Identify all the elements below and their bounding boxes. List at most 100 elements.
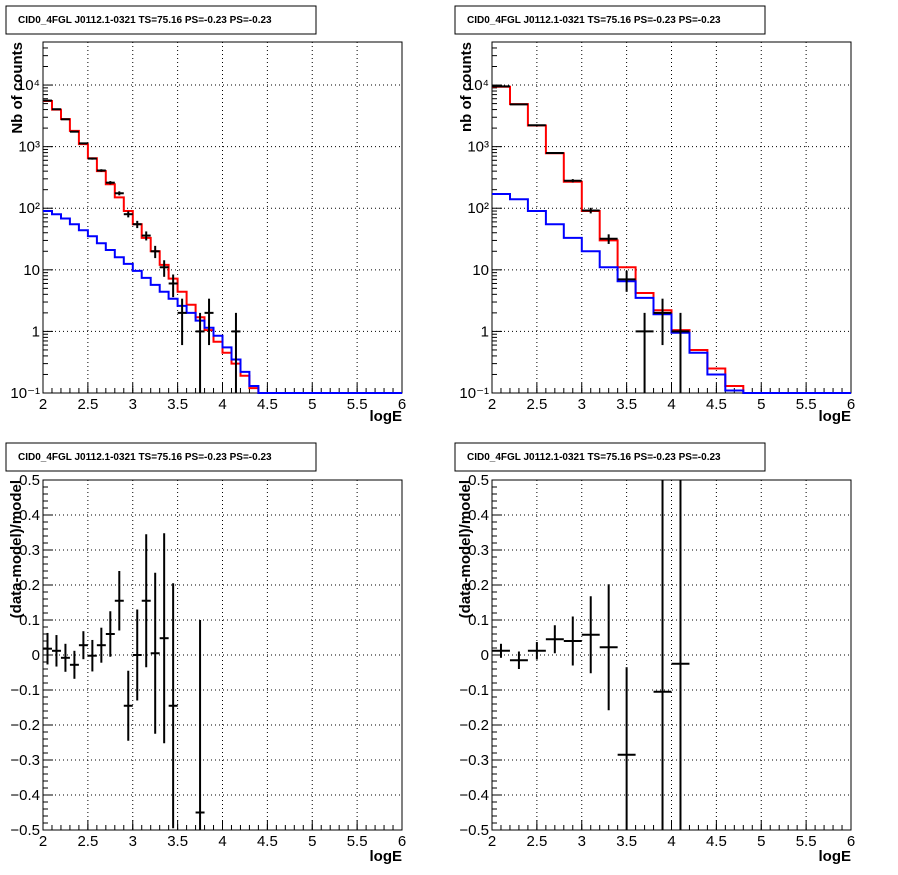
- x-tick-label: 3.5: [616, 833, 637, 850]
- x-tick-label: 3.5: [167, 396, 188, 413]
- x-tick-label: 5.5: [796, 396, 817, 413]
- panel-counts-fine: 2 2.5 3 3.5 4 4.5 5 5.5 6 10⁻¹ 1 10 10² 10³ 10⁴ logE N…: [5, 5, 406, 425]
- y-tick-label: 1: [481, 323, 489, 340]
- y-tick-label: 10³: [467, 139, 489, 156]
- chart-title-box: [454, 5, 766, 35]
- axis-ticks: [42, 479, 403, 831]
- chart-title-box: [5, 442, 317, 472]
- x-tick-label: 2: [39, 833, 47, 850]
- y-tick-label: 10²: [18, 200, 40, 217]
- y-tick-label: 0.5: [19, 472, 40, 489]
- x-tick-label: 2.5: [77, 833, 98, 850]
- tick-labels: 2 2.5 3 3.5 4 4.5 5 5.5 6 10⁻¹ 1 10 10² 10³ 10⁴: [459, 77, 855, 413]
- x-tick-label: 2: [39, 396, 47, 413]
- y-tick-label: 0: [32, 647, 40, 664]
- x-tick-label: 4: [667, 396, 675, 413]
- chart-title: CID0_4FGL J0112.1-0321 TS=75.16 PS=-0.23…: [18, 452, 272, 463]
- x-tick-label: 4.5: [257, 396, 278, 413]
- panel-counts-coarse: 2 2.5 3 3.5 4 4.5 5 5.5 6 10⁻¹ 1 10 10² 10³ 10⁴ logE n…: [454, 5, 855, 425]
- series-layer: [492, 85, 851, 394]
- y-tick-label: −0.2: [459, 717, 489, 734]
- y-tick-label: 0.1: [468, 612, 489, 629]
- x-tick-label: 6: [398, 396, 406, 413]
- chart-title-box: [454, 442, 766, 472]
- y-tick-label: −0.5: [459, 822, 489, 839]
- x-tick-label: 4: [218, 833, 226, 850]
- series-layer: [43, 99, 402, 394]
- x-tick-label: 6: [398, 833, 406, 850]
- y-tick-label: 0.3: [468, 542, 489, 559]
- x-tick-label: 5.5: [796, 833, 817, 850]
- x-tick-label: 4: [667, 833, 675, 850]
- tick-labels: 2 2.5 3 3.5 4 4.5 5 5.5 6 −0.5 −0.4 −0.3 −0.2 −0.1 0 0.…: [459, 472, 855, 850]
- y-tick-label: 10⁴: [17, 77, 40, 94]
- y-axis-title: Nb of counts: [9, 42, 26, 134]
- axis-ticks: [491, 41, 852, 394]
- x-tick-label: 3.5: [616, 396, 637, 413]
- x-tick-label: 4: [218, 396, 226, 413]
- x-tick-label: 6: [847, 396, 855, 413]
- x-tick-label: 3: [578, 396, 586, 413]
- y-tick-label: −0.2: [10, 717, 40, 734]
- grid-lines: [492, 42, 851, 393]
- tick-labels: 2 2.5 3 3.5 4 4.5 5 5.5 6 10⁻¹ 1 10 10² 10³ 10⁴: [10, 77, 406, 413]
- x-tick-label: 4.5: [706, 833, 727, 850]
- series-layer: [43, 533, 205, 830]
- x-tick-label: 3: [129, 833, 137, 850]
- y-tick-label: 10⁴: [466, 77, 489, 94]
- y-tick-label: 0.4: [19, 507, 40, 524]
- x-tick-label: 5: [308, 833, 316, 850]
- x-tick-label: 3: [129, 396, 137, 413]
- y-tick-label: 0.2: [468, 577, 489, 594]
- y-tick-label: 0.3: [19, 542, 40, 559]
- x-tick-label: 5: [757, 396, 765, 413]
- grid-lines: [492, 480, 851, 830]
- y-tick-label: 10: [23, 262, 40, 279]
- grid-lines: [43, 42, 402, 393]
- series-layer: [492, 480, 690, 830]
- source-model-histogram: [492, 193, 851, 394]
- y-tick-label: 0.4: [468, 507, 489, 524]
- x-tick-label: 2.5: [526, 833, 547, 850]
- chart-title: CID0_4FGL J0112.1-0321 TS=75.16 PS=-0.23…: [18, 15, 272, 26]
- y-axis-title: nb of counts: [458, 42, 475, 132]
- x-axis-title: logE: [370, 408, 403, 425]
- y-tick-label: −0.1: [10, 682, 40, 699]
- x-tick-label: 2.5: [77, 396, 98, 413]
- chart-title: CID0_4FGL J0112.1-0321 TS=75.16 PS=-0.23…: [467, 452, 721, 463]
- x-tick-label: 5: [757, 833, 765, 850]
- x-tick-label: 5: [308, 396, 316, 413]
- y-tick-label: −0.3: [459, 752, 489, 769]
- x-tick-label: 4.5: [257, 833, 278, 850]
- chart-title-box: [5, 5, 317, 35]
- x-tick-label: 4.5: [706, 396, 727, 413]
- y-tick-label: 10⁻¹: [459, 385, 489, 402]
- panel-residuals-coarse: 2 2.5 3 3.5 4 4.5 5 5.5 6 −0.5 −0.4 −0.3 −0.2 −0.1 0 0.…: [454, 442, 855, 865]
- y-axis-title: (data-model)/model: [8, 480, 25, 618]
- x-tick-label: 2: [488, 833, 496, 850]
- y-tick-label: 10²: [467, 200, 489, 217]
- x-tick-label: 2: [488, 396, 496, 413]
- chart-title: CID0_4FGL J0112.1-0321 TS=75.16 PS=-0.23…: [467, 15, 721, 26]
- x-tick-label: 5.5: [347, 833, 368, 850]
- y-tick-label: −0.1: [459, 682, 489, 699]
- y-tick-label: 0.2: [19, 577, 40, 594]
- panel-residuals-fine: 2 2.5 3 3.5 4 4.5 5 5.5 6 −0.5 −0.4 −0.3 −0.2 −0.1 0 0.…: [5, 442, 406, 865]
- y-axis-title: (data-model)/model: [457, 480, 474, 618]
- y-tick-label: −0.4: [459, 787, 489, 804]
- y-tick-label: 10³: [18, 139, 40, 156]
- x-tick-label: 6: [847, 833, 855, 850]
- y-tick-label: −0.5: [10, 822, 40, 839]
- x-axis-title: logE: [819, 408, 852, 425]
- x-tick-label: 2.5: [526, 396, 547, 413]
- y-tick-label: 0: [481, 647, 489, 664]
- x-axis-title: logE: [819, 848, 852, 865]
- total-model-histogram: [492, 85, 851, 394]
- y-tick-label: 1: [32, 323, 40, 340]
- y-tick-label: 10: [472, 262, 489, 279]
- x-tick-label: 3.5: [167, 833, 188, 850]
- y-tick-label: −0.4: [10, 787, 40, 804]
- y-tick-label: 10⁻¹: [10, 385, 40, 402]
- tick-labels: 2 2.5 3 3.5 4 4.5 5 5.5 6 −0.5 −0.4 −0.3 −0.2 −0.1 0 0.…: [10, 472, 406, 850]
